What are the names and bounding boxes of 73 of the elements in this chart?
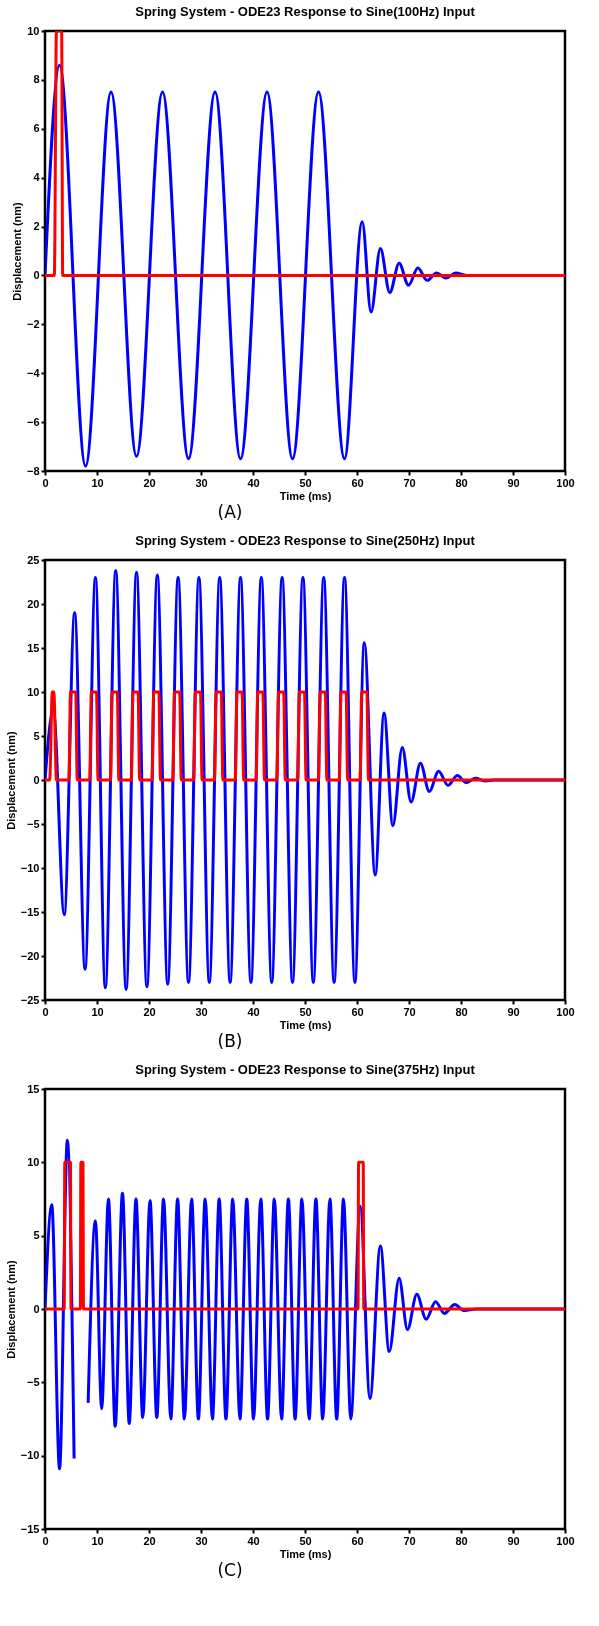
x-tick-label: 90 — [507, 1005, 520, 1018]
y-axis-title: Displacement (nm) — [10, 201, 23, 301]
y-tick-label: −25 — [20, 993, 40, 1006]
y-tick-label: 6 — [33, 122, 40, 135]
y-tick-label: 5 — [33, 729, 40, 742]
x-tick-label: 100 — [556, 1534, 575, 1547]
x-tick-label: 50 — [299, 1005, 312, 1018]
x-axis-title: Time (ms) — [279, 1018, 332, 1031]
x-tick-label: 0 — [42, 1534, 49, 1547]
y-tick-label: 0 — [33, 268, 40, 281]
y-tick-label: −10 — [20, 1449, 40, 1462]
x-tick-label: 40 — [247, 476, 260, 489]
y-tick-label: −10 — [20, 861, 40, 874]
x-tick-label: 40 — [247, 1005, 260, 1018]
y-tick-label: 15 — [27, 641, 40, 654]
x-tick-label: 50 — [299, 1534, 312, 1547]
chart-title: Spring System - ODE23 Response to Sine(375Hz) Input — [135, 1062, 476, 1077]
text: (C) — [217, 1560, 243, 1580]
x-axis-title: Time (ms) — [279, 489, 332, 502]
x-tick-label: 60 — [351, 476, 364, 489]
y-tick-label: 20 — [27, 597, 40, 610]
x-tick-label: 70 — [403, 1534, 416, 1547]
x-tick-label: 100 — [556, 476, 575, 489]
y-tick-label: −15 — [20, 905, 40, 918]
y-tick-label: −15 — [20, 1522, 40, 1535]
y-tick-label: −6 — [26, 415, 40, 428]
y-tick-label: 10 — [27, 1155, 40, 1168]
x-tick-label: 30 — [195, 1534, 208, 1547]
y-tick-label: 2 — [33, 220, 40, 233]
text: (A) — [217, 502, 243, 522]
y-tick-label: 10 — [27, 685, 40, 698]
x-tick-label: 50 — [299, 476, 312, 489]
y-tick-label: −4 — [26, 366, 41, 379]
text: (B) — [217, 1031, 243, 1051]
y-tick-label: 0 — [33, 773, 40, 786]
x-axis-title: Time (ms) — [279, 1547, 332, 1560]
y-axis-title: Displacement (nm) — [4, 730, 17, 830]
chart-title: Spring System - ODE23 Response to Sine(250Hz) Input — [135, 533, 476, 548]
y-tick-label: 10 — [27, 24, 40, 37]
x-tick-label: 80 — [455, 1005, 468, 1018]
y-tick-label: −5 — [26, 817, 40, 830]
y-tick-label: −8 — [26, 464, 40, 477]
x-tick-label: 20 — [143, 1005, 156, 1018]
y-tick-label: 8 — [33, 73, 40, 86]
y-tick-label: 15 — [27, 1082, 40, 1095]
y-axis-title: Displacement (nm) — [4, 1259, 17, 1359]
x-tick-label: 10 — [91, 476, 104, 489]
x-tick-label: 10 — [91, 1534, 104, 1547]
y-tick-label: −20 — [20, 949, 40, 962]
x-tick-label: 90 — [507, 1534, 520, 1547]
x-tick-label: 60 — [351, 1005, 364, 1018]
x-tick-label: 30 — [195, 476, 208, 489]
x-tick-label: 80 — [455, 1534, 468, 1547]
y-tick-label: 4 — [33, 171, 41, 184]
x-tick-label: 20 — [143, 1534, 156, 1547]
x-tick-label: 40 — [247, 1534, 260, 1547]
x-tick-label: 100 — [556, 1005, 575, 1018]
x-tick-label: 20 — [143, 476, 156, 489]
x-tick-label: 80 — [455, 476, 468, 489]
x-tick-label: 30 — [195, 1005, 208, 1018]
y-tick-label: 25 — [27, 553, 40, 566]
y-tick-label: 5 — [33, 1229, 40, 1242]
x-tick-label: 0 — [42, 476, 49, 489]
chart-title: Spring System - ODE23 Response to Sine(100Hz) Input — [135, 4, 476, 19]
x-tick-label: 90 — [507, 476, 520, 489]
y-tick-label: −2 — [26, 317, 40, 330]
x-tick-label: 0 — [42, 1005, 49, 1018]
y-tick-label: −5 — [26, 1375, 40, 1388]
y-tick-label: 0 — [33, 1302, 40, 1315]
x-tick-label: 70 — [403, 1005, 416, 1018]
x-tick-label: 10 — [91, 1005, 104, 1018]
x-tick-label: 60 — [351, 1534, 364, 1547]
x-tick-label: 70 — [403, 476, 416, 489]
